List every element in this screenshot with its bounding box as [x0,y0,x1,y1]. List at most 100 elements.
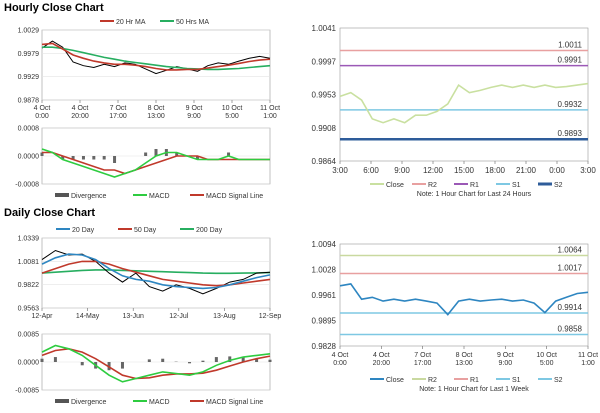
y-tick-label: 0.9961 [312,291,337,300]
legend-s2: S2 [554,182,563,189]
y-tick-label: 0.9979 [18,51,40,58]
y-tick-label: 0.9895 [312,317,337,326]
x-tick-label: 3:00 [580,166,596,175]
x-tick-label: 3:00 [332,166,348,175]
x-tick-label-line: 12-Jul [169,313,189,320]
level-label-s2: 0.9858 [558,324,583,333]
x-tick-label: 8 Oct 13:00 [455,352,473,367]
legend-signal: MACD Signal Line [206,193,263,200]
macd-series [41,344,271,383]
macd-series [41,148,270,178]
legend-divergence: Divergence [71,193,107,200]
level-label-r2: 1.0011 [558,41,582,50]
x-tick-label-line: 10 Oct [222,105,243,112]
x-tick-label-line: 12-Apr [31,313,53,320]
x-tick-label-line: 4 Oct [332,352,349,359]
daily-macd-chart: 0.0085 0.0000 -0.0085 Divergence MACD MACD Si… [15,332,272,406]
close-series [41,40,271,75]
x-tick-label-line: 1:00 [581,360,595,367]
legend-ma20: 20 Hr MA [116,19,146,26]
x-tick-label-line: 7 Oct [414,352,431,359]
x-tick-label: 12-Jul [169,313,189,320]
chart-note: Note: 1 Hour Chart for Last 24 Hours [417,191,532,198]
y-tick-label: -0.0085 [15,388,39,395]
signal-series [42,151,270,175]
x-tick-label: 11 Oct 1:00 [578,352,598,367]
x-tick-label-line: 10 Oct [536,352,557,359]
x-tick-label: 12-Sep [259,313,282,320]
x-tick-label-line: 9 Oct [186,105,203,112]
x-tick-label: 10 Oct 5:00 [536,352,557,367]
level-label-s1: 0.9914 [558,303,583,312]
x-tick-label: 4 Oct 20:00 [71,105,89,120]
y-tick-label: 1.0041 [312,24,337,33]
y-tick-label: 0.9878 [18,98,40,105]
chart-note: Note: 1 Hour Chart for Last 1 Week [419,386,529,393]
y-tick-label: 1.0028 [312,266,337,275]
ma20-series [41,253,271,290]
x-tick-label-line: 5:00 [540,360,554,367]
x-tick-label: 13-Aug [213,313,236,320]
close-series [339,283,589,316]
x-tick-label: 13-Jun [122,313,144,320]
y-tick-label: 0.9828 [312,342,337,351]
x-tick-label: 8 Oct 13:00 [147,105,165,120]
x-tick-label-line: 11 Oct [260,105,280,112]
hourly-macd-chart: 0.0008 0.0000 -0.0008 Divergence MACD MACD Si… [15,126,271,200]
x-tick-label-line: 12-Sep [259,313,282,320]
x-tick-label-line: 0:00 [333,360,347,367]
x-tick-label-line: 9:00 [499,360,513,367]
legend-r2: R2 [428,377,437,384]
x-tick-label: 14-May [76,313,100,320]
level-label-s1: 0.9932 [558,100,583,109]
y-tick-label: 0.0000 [18,360,40,367]
x-tick-label-line: 9:00 [187,113,201,120]
y-tick-label: 0.0000 [18,154,40,161]
x-tick-label: 7 Oct 17:00 [414,352,432,367]
ma200-series [41,269,271,275]
x-tick-label-line: 4 Oct [72,105,89,112]
ma20-series [41,42,271,71]
y-tick-label: 0.0008 [18,126,40,133]
y-tick-label: 0.9864 [312,157,337,166]
y-tick-label: 1.0339 [18,236,40,243]
ma50-series [42,46,271,71]
x-tick-label-line: 8 Oct [148,105,165,112]
x-tick-label: 15:00 [454,166,475,175]
y-tick-label: -0.0008 [15,182,39,189]
x-tick-label-line: 13-Aug [213,313,236,320]
x-tick-label-line: 0:00 [35,113,49,120]
legend-close: Close [386,377,404,384]
x-tick-label: 4 Oct 0:00 [34,105,51,120]
x-tick-label-line: 9 Oct [497,352,514,359]
legend-ma50: 50 Hrs MA [176,19,209,26]
x-tick-label-line: 20:00 [71,113,89,120]
y-tick-label: 0.9953 [312,91,337,100]
y-tick-label: 0.0085 [18,332,40,339]
x-tick-label-line: 7 Oct [110,105,127,112]
legend-r2: R2 [428,182,437,189]
x-tick-label-line: 5:00 [225,113,239,120]
x-tick-label: 4 Oct 20:00 [373,352,391,367]
plot-frame [339,243,589,347]
x-tick-label: 21:00 [516,166,537,175]
legend-s1: S1 [512,377,521,384]
x-tick-label: 9 Oct 9:00 [186,105,203,120]
daily-section-title: Daily Close Chart [4,207,96,219]
legend-r1: R1 [470,377,479,384]
plot-frame [339,27,589,162]
x-tick-label: 4 Oct 0:00 [332,352,349,367]
x-tick-label: 10 Oct 5:00 [222,105,243,120]
x-tick-label: 11 Oct 1:00 [260,105,280,120]
legend-macd: MACD [149,399,170,406]
x-tick-label-line: 17:00 [414,360,432,367]
legend-macd: MACD [149,193,170,200]
x-tick-label: 7 Oct 17:00 [109,105,127,120]
y-tick-label: 0.9997 [312,57,337,66]
legend-close: Close [386,182,404,189]
legend-ma200: 200 Day [196,227,223,234]
x-tick-label-line: 13:00 [455,360,473,367]
x-tick-label: 0:00 [549,166,565,175]
